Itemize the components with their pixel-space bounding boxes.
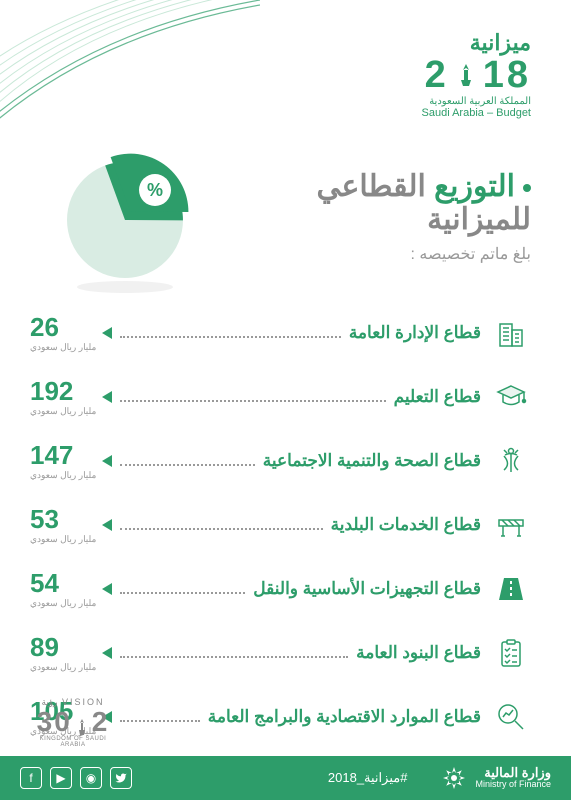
year-prefix: 2 bbox=[425, 56, 449, 94]
vision-emblem-icon bbox=[74, 713, 90, 731]
ministry-block: وزارة المالية Ministry of Finance bbox=[441, 765, 551, 791]
sector-row: قطاع الخدمات البلدية 53 مليار ريال سعودي bbox=[30, 502, 531, 548]
sector-value: 89 مليار ريال سعودي bbox=[30, 634, 96, 673]
sector-unit: مليار ريال سعودي bbox=[30, 406, 96, 417]
arrow-icon bbox=[102, 583, 112, 595]
sector-label: قطاع الصحة والتنمية الاجتماعية bbox=[263, 451, 481, 471]
year-suffix: 18 bbox=[483, 56, 531, 94]
sector-number: 53 bbox=[30, 506, 96, 532]
barrier-icon bbox=[491, 505, 531, 545]
title-line2: للميزانية bbox=[317, 203, 532, 236]
connector-dots bbox=[120, 336, 340, 338]
sector-row: قطاع التجهيزات الأساسية والنقل 54 مليار ري… bbox=[30, 566, 531, 612]
graduation-icon bbox=[491, 377, 531, 417]
decorative-lines bbox=[0, 0, 260, 140]
title-bullet bbox=[523, 184, 531, 192]
subtitle: بلغ ماتم تخصيصه : bbox=[317, 244, 532, 264]
connector-dots bbox=[120, 720, 199, 722]
building-icon bbox=[491, 313, 531, 353]
pie-chart: % bbox=[60, 155, 190, 285]
sector-unit: مليار ريال سعودي bbox=[30, 342, 96, 353]
title-word2: القطاعي bbox=[317, 170, 426, 203]
sector-number: 147 bbox=[30, 442, 96, 468]
checklist-icon bbox=[491, 633, 531, 673]
connector-dots bbox=[120, 592, 245, 594]
sector-unit: مليار ريال سعودي bbox=[30, 662, 96, 673]
sector-value: 54 مليار ريال سعودي bbox=[30, 570, 96, 609]
percent-symbol: % bbox=[147, 180, 163, 200]
header: ميزانية 2 18 المملكة العربية السعودية Sa… bbox=[422, 30, 531, 119]
ministry-english: Ministry of Finance bbox=[475, 780, 551, 790]
title-block: التوزيع القطاعي للميزانية بلغ ماتم تخصيص… bbox=[317, 170, 532, 264]
sector-label: قطاع التجهيزات الأساسية والنقل bbox=[253, 579, 481, 599]
magnify-icon bbox=[491, 697, 531, 737]
sector-label: قطاع التعليم bbox=[394, 387, 481, 407]
sector-unit: مليار ريال سعودي bbox=[30, 470, 96, 481]
connector-dots bbox=[120, 464, 254, 466]
sector-unit: مليار ريال سعودي bbox=[30, 598, 96, 609]
sector-label: قطاع الخدمات البلدية bbox=[331, 515, 481, 535]
sectors-list: قطاع الإدارة العامة26مليار ريال سعوديقطا… bbox=[30, 310, 531, 758]
vision-sub: KINGDOM OF SAUDI ARABIA bbox=[28, 736, 118, 748]
sector-number: 54 bbox=[30, 570, 96, 596]
header-sub-arabic: المملكة العربية السعودية bbox=[422, 96, 531, 107]
sector-value: 26 مليار ريال سعودي bbox=[30, 314, 96, 353]
arrow-icon bbox=[102, 391, 112, 403]
vision-year-2: 2 bbox=[92, 708, 110, 736]
connector-dots bbox=[120, 528, 322, 530]
sector-value: 53 مليار ريال سعودي bbox=[30, 506, 96, 545]
emblem-icon bbox=[455, 62, 477, 88]
title-word1: التوزيع bbox=[434, 170, 515, 203]
header-sub-english: Saudi Arabia – Budget bbox=[422, 107, 531, 119]
arrow-icon bbox=[102, 327, 112, 339]
sector-row: قطاع التعليم 192 مليار ريال سعودي bbox=[30, 374, 531, 420]
arrow-icon bbox=[102, 647, 112, 659]
social-icons: f ▶ ◉ bbox=[20, 767, 132, 789]
sector-number: 89 bbox=[30, 634, 96, 660]
vision-year-30: 30 bbox=[37, 708, 72, 736]
sector-label: قطاع الإدارة العامة bbox=[349, 323, 481, 343]
sector-label: قطاع الموارد الاقتصادية والبرامج العامة bbox=[208, 707, 481, 727]
medical-icon bbox=[491, 441, 531, 481]
connector-dots bbox=[120, 656, 348, 658]
sector-row: قطاع الإدارة العامة 26 مليار ريال سعودي bbox=[30, 310, 531, 356]
sector-unit: مليار ريال سعودي bbox=[30, 534, 96, 545]
sector-row: قطاع البنود العامة 89 مليار ريال سعودي bbox=[30, 630, 531, 676]
sector-number: 192 bbox=[30, 378, 96, 404]
arrow-icon bbox=[102, 519, 112, 531]
vision-2030-logo: VISION رؤية 2 30 KINGDOM OF SAUDI ARABIA bbox=[28, 697, 118, 748]
road-icon bbox=[491, 569, 531, 609]
sector-label: قطاع البنود العامة bbox=[356, 643, 481, 663]
arrow-icon bbox=[102, 455, 112, 467]
connector-dots bbox=[120, 400, 385, 402]
twitter-icon[interactable] bbox=[110, 767, 132, 789]
footer: f ▶ ◉ #ميزانية_2018 وزارة المالية Minist… bbox=[0, 756, 571, 800]
facebook-icon[interactable]: f bbox=[20, 767, 42, 789]
ministry-arabic: وزارة المالية bbox=[475, 766, 551, 780]
sector-value: 192 مليار ريال سعودي bbox=[30, 378, 96, 417]
youtube-icon[interactable]: ▶ bbox=[50, 767, 72, 789]
sector-value: 147 مليار ريال سعودي bbox=[30, 442, 96, 481]
instagram-icon[interactable]: ◉ bbox=[80, 767, 102, 789]
sector-number: 26 bbox=[30, 314, 96, 340]
hashtag: #ميزانية_2018 bbox=[328, 770, 408, 786]
sector-row: قطاع الصحة والتنمية الاجتماعية 147 مليار ر… bbox=[30, 438, 531, 484]
ministry-logo-icon bbox=[441, 765, 467, 791]
brand-arabic: ميزانية bbox=[422, 30, 531, 56]
